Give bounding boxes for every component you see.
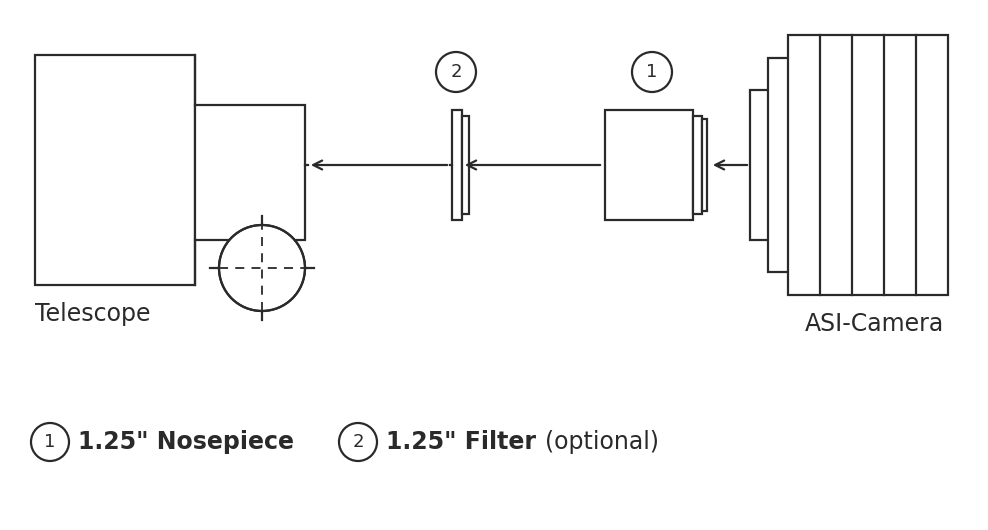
Polygon shape xyxy=(195,105,305,240)
Text: 1.25" Filter: 1.25" Filter xyxy=(386,430,536,454)
Polygon shape xyxy=(452,110,462,220)
Circle shape xyxy=(31,423,69,461)
Polygon shape xyxy=(605,110,693,220)
Text: 2: 2 xyxy=(451,63,461,81)
Polygon shape xyxy=(750,90,770,240)
Polygon shape xyxy=(462,116,469,214)
Polygon shape xyxy=(768,58,790,272)
Text: Telescope: Telescope xyxy=(35,302,150,326)
Circle shape xyxy=(436,52,476,92)
Text: (optional): (optional) xyxy=(545,430,659,454)
Text: 1.25" Nosepiece: 1.25" Nosepiece xyxy=(78,430,294,454)
Text: 1: 1 xyxy=(44,433,55,451)
Polygon shape xyxy=(693,116,702,214)
Polygon shape xyxy=(702,119,707,211)
Circle shape xyxy=(219,225,305,311)
Circle shape xyxy=(632,52,672,92)
Circle shape xyxy=(339,423,377,461)
Polygon shape xyxy=(35,55,195,285)
Polygon shape xyxy=(788,35,948,295)
Text: 1: 1 xyxy=(646,63,658,81)
Text: ASI-Camera: ASI-Camera xyxy=(805,312,945,336)
Text: 2: 2 xyxy=(353,433,364,451)
